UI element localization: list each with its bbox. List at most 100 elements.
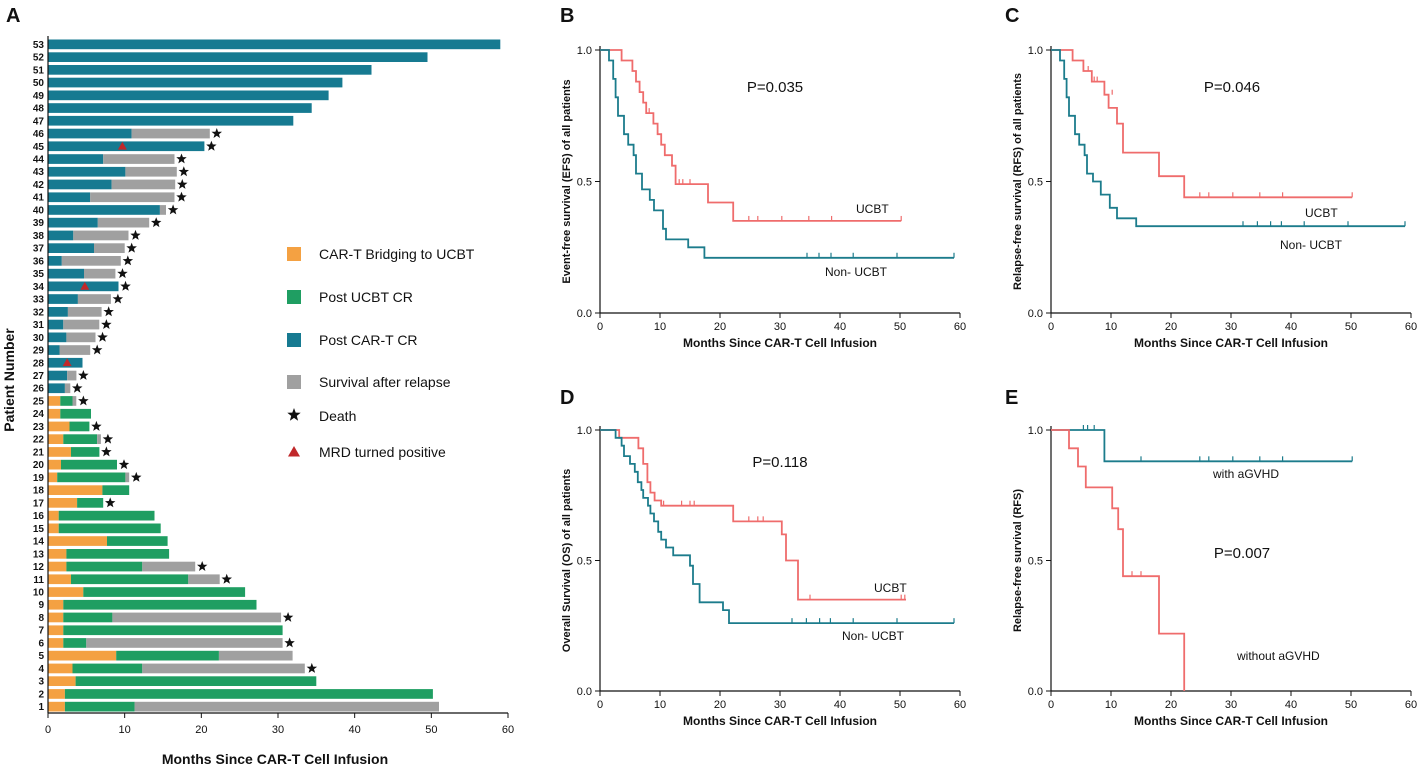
e-y-tick-label-0.0: 0.0	[1028, 686, 1043, 698]
death-marker-30	[97, 331, 108, 342]
panel-label-a: A	[6, 5, 20, 27]
y-tick-label-19: 19	[33, 473, 45, 484]
death-marker-4	[306, 662, 318, 673]
bar-segment-11-relapse	[188, 574, 220, 585]
e-x-tick-label-50: 50	[1345, 699, 1357, 711]
bar-segment-30-relapse	[66, 332, 96, 343]
y-tick-label-31: 31	[33, 320, 45, 331]
bar-segment-43-relapse	[125, 166, 177, 177]
y-tick-label-52: 52	[33, 53, 45, 64]
bar-segment-41-relapse	[90, 192, 175, 203]
c-x-tick-label-10: 10	[1105, 321, 1117, 333]
b-km-curve-0	[600, 49, 902, 222]
bar-segment-41-post_cart	[48, 192, 91, 203]
death-marker-44	[176, 153, 187, 164]
death-marker-27	[78, 370, 89, 380]
bar-segment-14-post_ucbt	[107, 536, 168, 546]
bar-segment-15-post_ucbt	[58, 523, 161, 534]
a-x-axis-title: Months Since CAR-T Cell Infusion	[162, 751, 388, 766]
bar-segment-38-relapse	[73, 230, 129, 241]
d-x-tick-label-60: 60	[954, 699, 966, 711]
b-x-tick-label-10: 10	[654, 321, 666, 333]
c-y-tick-label-0.5: 0.5	[1028, 177, 1043, 189]
bar-segment-19-relapse	[125, 472, 130, 483]
panel-label-c: C	[1005, 5, 1019, 27]
b-p-value: P=0.035	[747, 79, 803, 96]
legend-label-post_cart: Post CAR-T CR	[319, 332, 418, 348]
y-tick-label-10: 10	[33, 588, 45, 599]
e-y-tick-label-1.0: 1.0	[1028, 425, 1043, 437]
bar-segment-24-post_ucbt	[60, 408, 91, 419]
bar-segment-12-bridging	[48, 561, 67, 572]
bar-segment-46-relapse	[131, 128, 210, 139]
c-x-tick-label-20: 20	[1165, 321, 1177, 333]
bar-segment-7-bridging	[48, 625, 64, 636]
legend-label-death: Death	[319, 408, 356, 424]
bar-segment-25-post_ucbt	[60, 396, 73, 406]
d-x-tick-label-40: 40	[834, 699, 846, 711]
bar-segment-35-post_cart	[48, 268, 84, 279]
death-marker-17	[105, 497, 116, 508]
b-x-tick-label-20: 20	[714, 321, 726, 333]
bar-segment-3-bridging	[48, 676, 76, 686]
y-tick-label-14: 14	[33, 537, 45, 548]
death-marker-40	[167, 204, 179, 215]
y-tick-label-3: 3	[38, 677, 44, 688]
bar-segment-17-post_ucbt	[77, 498, 104, 508]
y-tick-label-35: 35	[33, 269, 45, 280]
d-x-tick-label-20: 20	[714, 699, 726, 711]
death-marker-19	[131, 471, 142, 482]
death-marker-45	[206, 140, 217, 151]
bar-segment-3-post_ucbt	[75, 676, 317, 686]
death-marker-22	[102, 433, 114, 444]
c-x-tick-label-40: 40	[1285, 321, 1297, 333]
d-y-tick-label-1.0: 1.0	[577, 425, 592, 437]
bar-segment-11-bridging	[48, 574, 71, 585]
bar-segment-26-post_cart	[48, 383, 65, 394]
bar-segment-8-post_ucbt	[63, 612, 113, 623]
d-x-tick-label-50: 50	[894, 699, 906, 711]
e-x-tick-label-60: 60	[1405, 699, 1417, 711]
legend-label-relapse: Survival after relapse	[319, 374, 451, 390]
y-tick-label-33: 33	[33, 295, 45, 306]
panel-label-e: E	[1005, 387, 1018, 409]
death-marker-34	[120, 280, 131, 291]
a-x-tick-label-40: 40	[349, 724, 361, 736]
death-marker-43	[178, 166, 189, 177]
bar-segment-27-post_cart	[48, 370, 68, 381]
y-tick-label-17: 17	[33, 498, 45, 509]
bar-segment-6-bridging	[48, 638, 64, 648]
panel-label-d: D	[560, 387, 574, 409]
bar-segment-32-post_cart	[48, 307, 68, 317]
death-marker-42	[177, 179, 188, 189]
bar-segment-24-bridging	[48, 408, 61, 419]
y-tick-label-29: 29	[33, 346, 45, 357]
d-p-value: P=0.118	[752, 454, 807, 471]
y-tick-label-13: 13	[33, 549, 45, 560]
b-y-tick-label-0.0: 0.0	[577, 308, 592, 320]
bar-segment-4-bridging	[48, 663, 73, 674]
bar-segment-51-post_cart	[48, 65, 372, 75]
legend-death-icon	[287, 408, 301, 421]
death-marker-20	[118, 459, 130, 470]
y-tick-label-50: 50	[33, 78, 45, 89]
bar-segment-32-relapse	[67, 307, 102, 317]
y-tick-label-32: 32	[33, 307, 45, 318]
bar-segment-4-relapse	[142, 663, 305, 674]
death-marker-23	[91, 420, 102, 431]
bar-segment-5-bridging	[48, 650, 117, 661]
bar-segment-22-relapse	[97, 434, 101, 444]
bar-segment-31-relapse	[63, 319, 100, 330]
y-tick-label-5: 5	[38, 651, 44, 662]
bar-segment-26-relapse	[64, 383, 71, 394]
y-tick-label-21: 21	[33, 447, 45, 458]
d-y-axis-title: Overall Survival (OS) of all patients	[561, 469, 573, 652]
y-tick-label-26: 26	[33, 384, 45, 395]
bar-segment-25-bridging	[48, 396, 61, 406]
death-marker-37	[126, 242, 137, 253]
bar-segment-38-post_cart	[48, 230, 74, 241]
y-tick-label-8: 8	[38, 613, 44, 624]
a-x-tick-label-0: 0	[45, 724, 51, 736]
e-x-tick-label-10: 10	[1105, 699, 1117, 711]
bar-segment-1-post_ucbt	[64, 701, 135, 712]
